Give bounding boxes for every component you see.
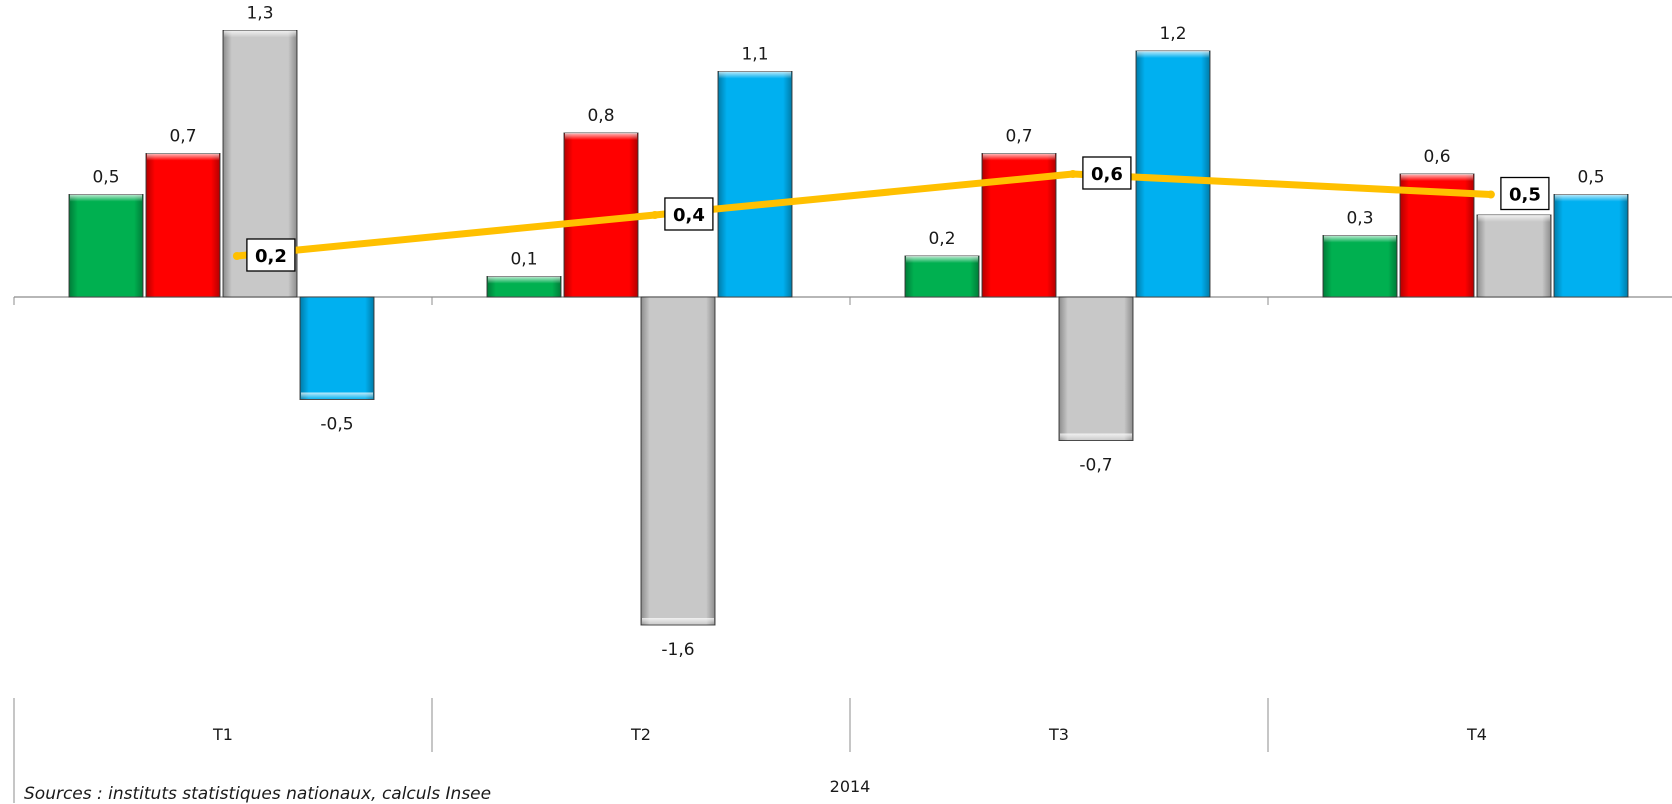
svg-text:0,4: 0,4 [673, 205, 705, 226]
bar-value-label: 0,3 [1346, 209, 1373, 229]
bar [68, 194, 144, 298]
average-point [1068, 170, 1077, 178]
svg-text:0,2: 0,2 [255, 246, 287, 267]
bar-value-label: 0,6 [1423, 147, 1450, 167]
bar-value-label: 0,8 [587, 106, 614, 126]
bar-value-label: 0,1 [510, 250, 537, 270]
category-label: T3 [1048, 725, 1069, 744]
category-label: T1 [212, 725, 233, 744]
bar [640, 296, 716, 626]
average-point [1486, 190, 1495, 199]
bar [299, 296, 375, 400]
category-label: T4 [1466, 725, 1487, 744]
x-axis-label: 2014 [830, 777, 871, 796]
bar [717, 71, 793, 298]
bar-value-label: -0,5 [320, 415, 353, 435]
bar-value-label: 0,7 [1005, 127, 1032, 147]
bar-value-label: 1,2 [1159, 24, 1186, 44]
bar-value-label: 0,2 [928, 229, 955, 249]
average-value-label: 0,4 [664, 197, 714, 231]
bar-value-label: 0,5 [92, 168, 119, 188]
svg-text:0,6: 0,6 [1091, 164, 1123, 185]
bar [145, 153, 221, 298]
average-value-label: 0,5 [1500, 176, 1550, 211]
average-point [650, 211, 659, 219]
bar [904, 255, 980, 298]
bar [1553, 194, 1629, 298]
line-layer [232, 170, 1495, 260]
average-value-label: 0,2 [246, 238, 296, 272]
source-note: Sources : instituts statistiques nationa… [24, 784, 492, 804]
bar-value-label: -0,7 [1079, 456, 1112, 476]
average-value-label: 0,6 [1082, 156, 1132, 190]
bar [486, 276, 562, 298]
bar-value-label: 0,7 [169, 127, 196, 147]
average-line [233, 170, 1495, 260]
svg-text:0,5: 0,5 [1509, 185, 1541, 206]
bars-layer [68, 30, 1629, 626]
bar-value-label: 1,1 [741, 45, 768, 65]
labels-layer: 0,5 0,7 1,3 -0,5 0,1 0,8 -1,6 1,1 0,2 0,7 -0,7 1,2 0… [92, 4, 1604, 661]
bar [1135, 50, 1211, 298]
average-point [232, 252, 241, 260]
category-label: T2 [630, 725, 651, 744]
axis-layer: T1 T2 T3 T4 2014 [13, 296, 1672, 803]
bar-value-label: 1,3 [246, 4, 273, 24]
bar [1476, 214, 1552, 298]
bar-value-label: -1,6 [661, 640, 694, 660]
bar [1058, 296, 1134, 441]
bar-value-label: 0,5 [1577, 168, 1604, 188]
bar [1322, 235, 1398, 298]
